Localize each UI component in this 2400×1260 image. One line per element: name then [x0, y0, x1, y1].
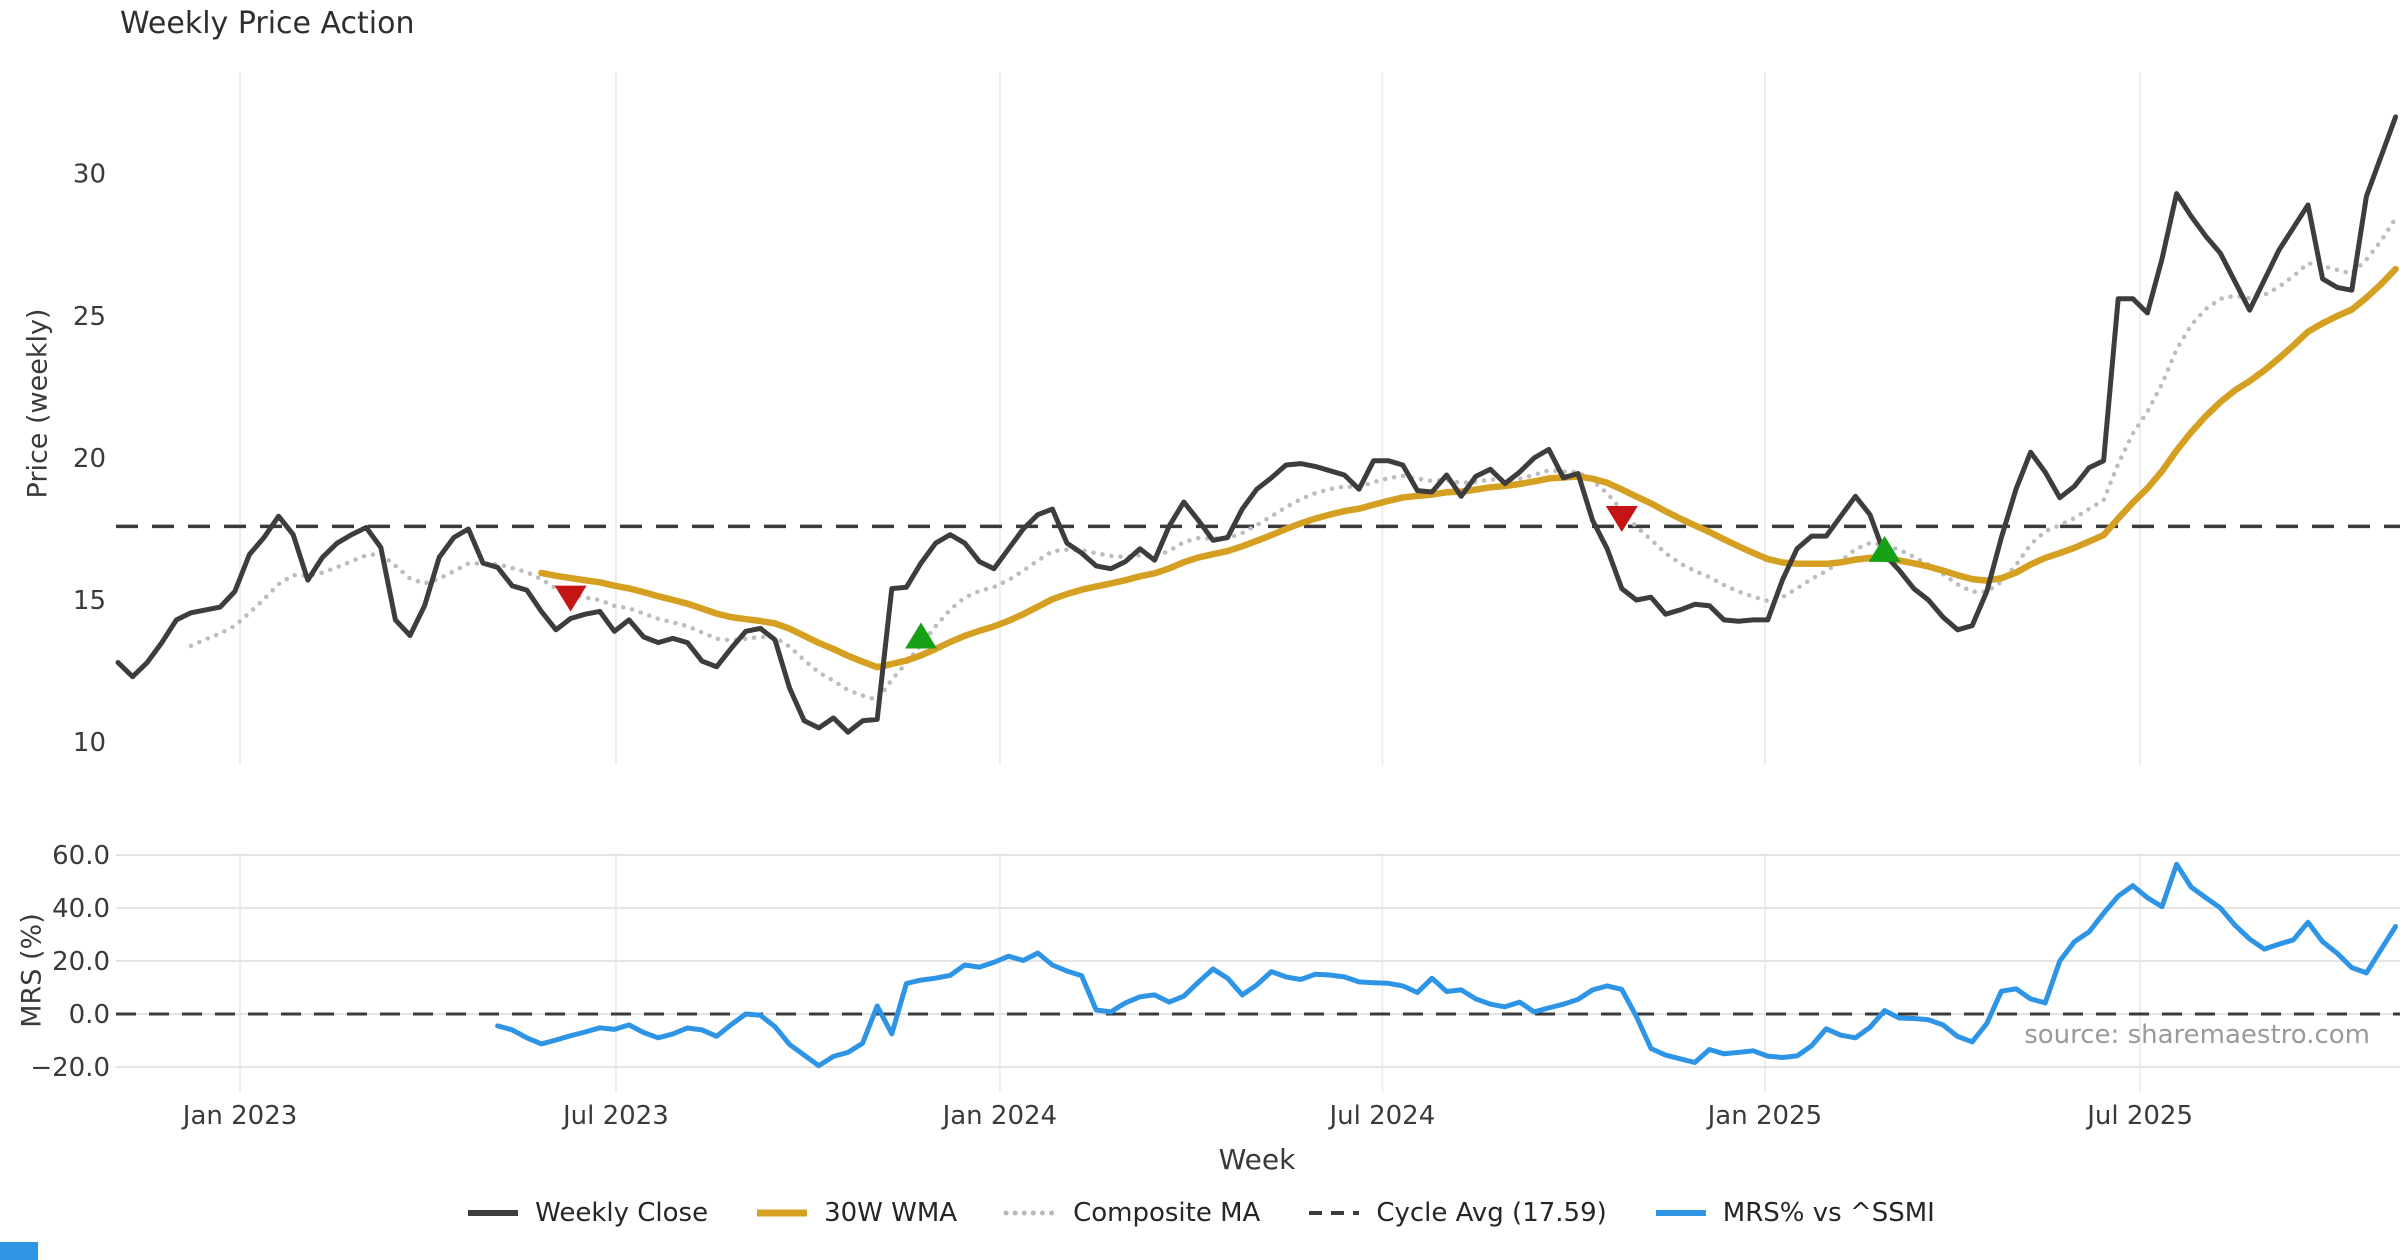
chart-title: Weekly Price Action: [120, 6, 415, 41]
legend-swatch-dashed: [1309, 1211, 1360, 1215]
legend-label: Cycle Avg (17.59): [1376, 1198, 1607, 1228]
legend-item: Composite MA: [1003, 1198, 1260, 1228]
price-ytick-label: 15: [73, 586, 106, 616]
mrs-line: [495, 861, 2399, 1069]
legend-swatch-solid: [757, 1209, 808, 1217]
x-tick-label: Jan 2025: [1706, 1101, 1823, 1131]
weekly-close-line: [115, 114, 2399, 735]
sell-marker: [1605, 506, 1638, 533]
x-tick-label: Jan 2023: [181, 1101, 298, 1131]
wma-line: [538, 265, 2399, 671]
source-note: source: sharemaestro.com: [2024, 1020, 2370, 1050]
buy-marker: [1868, 535, 1901, 562]
price-axis-label: Price (weekly): [22, 308, 54, 499]
x-axis-label: Week: [1218, 1143, 1296, 1176]
legend-item: Cycle Avg (17.59): [1306, 1198, 1607, 1228]
legend: Weekly Close 30W WMA Composite MA Cycle Avg…: [0, 1198, 2400, 1228]
legend-swatch-dotted: [1003, 1210, 1059, 1216]
sell-marker: [554, 585, 587, 612]
price-ytick-label: 30: [73, 160, 106, 190]
buy-marker: [905, 622, 937, 649]
legend-swatch-solid: [1655, 1210, 1706, 1216]
x-tick-label: Jul 2025: [2085, 1101, 2193, 1131]
composite-ma-line: [188, 216, 2398, 703]
mrs-ytick-label: 40.0: [52, 894, 110, 924]
mrs-ytick-label: −20.0: [30, 1053, 110, 1083]
legend-label: 30W WMA: [824, 1198, 958, 1228]
mrs-ytick-label: 0.0: [69, 1000, 110, 1030]
mrs-axis-label: MRS (%): [16, 913, 48, 1028]
price-ytick-label: 10: [73, 728, 106, 758]
mrs-ytick-label: 20.0: [52, 947, 110, 977]
legend-label: MRS% vs ^SSMI: [1722, 1198, 1935, 1228]
legend-label: Weekly Close: [535, 1198, 709, 1228]
legend-item: 30W WMA: [754, 1198, 957, 1228]
price-ytick-label: 20: [73, 444, 106, 474]
legend-item: MRS% vs ^SSMI: [1653, 1198, 1935, 1228]
legend-item: Weekly Close: [465, 1198, 708, 1228]
mrs-ytick-label: 60.0: [52, 841, 110, 871]
logo-fragment: [0, 1242, 38, 1260]
legend-swatch-solid: [468, 1210, 519, 1216]
x-tick-label: Jul 2024: [1327, 1101, 1435, 1131]
legend-label: Composite MA: [1073, 1198, 1261, 1228]
x-tick-label: Jul 2023: [561, 1101, 669, 1131]
price-ytick-label: 25: [73, 302, 106, 332]
x-tick-label: Jan 2024: [941, 1101, 1058, 1131]
